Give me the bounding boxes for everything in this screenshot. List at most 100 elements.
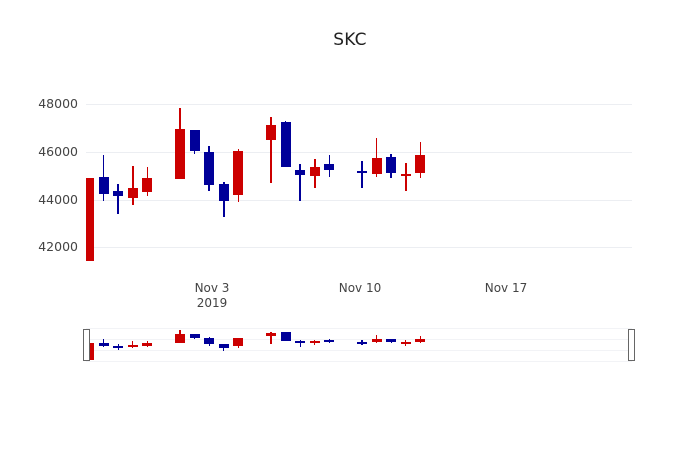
range-slider[interactable] — [83, 322, 635, 368]
candle[interactable] — [233, 149, 244, 202]
range-slider-candle — [415, 336, 426, 344]
range-slider-candle-body — [415, 338, 426, 343]
candle-wick — [299, 163, 301, 201]
range-slider-candle — [295, 340, 306, 348]
candle[interactable] — [266, 117, 276, 183]
candle-body — [142, 178, 153, 193]
x-tick-primary: Nov 3 — [194, 281, 230, 295]
candle-body — [309, 167, 320, 176]
candle-body — [357, 170, 367, 174]
candle[interactable] — [86, 178, 94, 261]
plot-area — [86, 96, 632, 261]
candle-body — [280, 121, 291, 168]
range-slider-candle-body — [204, 338, 215, 345]
candle[interactable] — [142, 167, 153, 196]
range-slider-gridline — [86, 350, 632, 351]
range-slider-candle — [266, 331, 276, 345]
range-slider-candle-wick — [270, 331, 272, 345]
range-slider-candle — [113, 344, 124, 350]
range-slider-candle — [218, 343, 229, 351]
range-slider-candle-body — [357, 341, 367, 344]
candle[interactable] — [357, 161, 367, 188]
candle-wick — [132, 166, 134, 206]
candle[interactable] — [309, 159, 320, 188]
candle[interactable] — [113, 184, 124, 214]
candle-body — [98, 176, 109, 194]
range-slider-candle — [204, 337, 215, 346]
x-tick-label: Nov 10 — [310, 281, 410, 296]
candle[interactable] — [324, 155, 335, 177]
gridline-42000 — [86, 247, 632, 249]
range-slider-candle — [142, 341, 153, 347]
range-slider-gridline — [86, 328, 632, 329]
range-slider-candle — [280, 332, 291, 342]
range-slider-candle-body — [280, 332, 291, 342]
y-tick-label: 48000 — [38, 96, 78, 111]
range-slider-candle — [127, 340, 138, 349]
candle-body — [371, 157, 382, 175]
gridline-48000 — [86, 104, 632, 105]
candle[interactable] — [175, 107, 185, 180]
range-slider-candle-body — [386, 339, 397, 343]
candle[interactable] — [415, 142, 426, 178]
candle-wick — [117, 184, 119, 214]
range-slider-candle-body — [175, 333, 185, 344]
range-slider-candle-body — [324, 340, 335, 343]
candle[interactable] — [218, 181, 229, 218]
candle-body — [127, 187, 138, 199]
range-slider-candle-wick — [132, 340, 134, 349]
candle[interactable] — [400, 162, 411, 192]
range-slider-candle-body — [266, 333, 276, 336]
candle[interactable] — [280, 120, 291, 168]
gridline-46000 — [86, 151, 632, 153]
x-tick-primary: Nov 10 — [338, 281, 382, 295]
range-slider-candle — [386, 338, 397, 344]
range-slider-candle-body — [400, 342, 411, 345]
candle-body — [386, 156, 397, 174]
candle-body — [400, 174, 411, 177]
candle[interactable] — [98, 155, 109, 201]
range-slider-candle-body — [142, 343, 153, 346]
y-tick-label: 42000 — [38, 239, 78, 255]
candle[interactable] — [127, 166, 138, 206]
range-slider-candle-body — [113, 345, 124, 348]
range-slider-candle — [233, 337, 244, 348]
range-slider-candle — [357, 340, 367, 345]
candle-wick — [270, 117, 272, 183]
x-tick-label: Nov 17 — [456, 281, 556, 296]
candle-body — [113, 191, 124, 197]
candle[interactable] — [386, 154, 397, 179]
range-slider-gridline — [86, 339, 632, 340]
candle-body — [266, 125, 276, 140]
candle-wick — [375, 137, 378, 177]
range-slider-candle-body — [127, 344, 138, 348]
range-slider-gridline — [86, 361, 632, 362]
candle-body — [204, 151, 215, 186]
candle[interactable] — [204, 145, 215, 192]
chart-title: SKC — [333, 30, 367, 50]
candle-body — [324, 163, 335, 170]
candle[interactable] — [295, 163, 306, 201]
range-slider-candle — [175, 329, 185, 344]
range-slider-candle-body — [309, 341, 320, 344]
range-slider-track[interactable] — [86, 322, 632, 368]
candle-body — [189, 130, 200, 151]
range-slider-candle — [309, 339, 320, 345]
candle[interactable] — [189, 130, 200, 155]
range-slider-candle-wick — [375, 335, 378, 343]
range-slider-candle-body — [218, 344, 229, 348]
range-slider-candle — [371, 335, 382, 343]
gridline-44000 — [86, 199, 632, 201]
range-slider-candle-body — [371, 339, 382, 343]
candle-body — [175, 129, 185, 180]
candle-body — [218, 184, 229, 201]
candle-body — [233, 150, 244, 195]
y-tick-label: 44000 — [38, 191, 78, 207]
range-slider-candle — [98, 338, 109, 348]
candle-body — [86, 178, 94, 261]
candle[interactable] — [371, 137, 382, 177]
range-slider-candle — [189, 334, 200, 339]
range-slider-handle-left[interactable] — [83, 329, 90, 361]
range-slider-handle-right[interactable] — [628, 329, 635, 361]
